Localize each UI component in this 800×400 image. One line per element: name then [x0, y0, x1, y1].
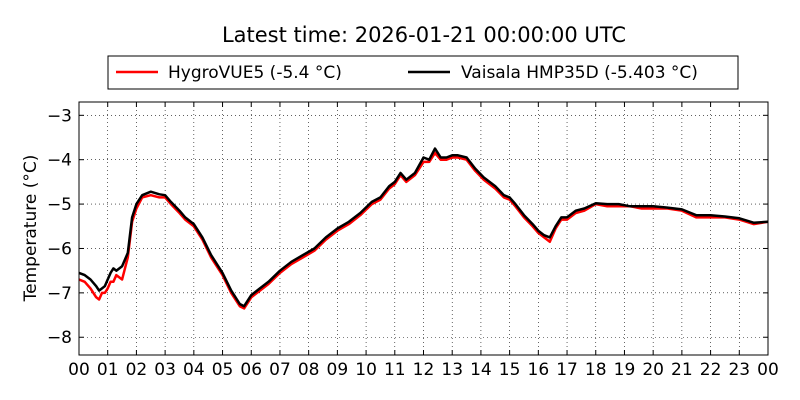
x-tick-label: 02 — [126, 360, 148, 380]
x-tick-label: 10 — [355, 360, 377, 380]
ticks: 00 01 02 03 04 05 06 07 08 09 10 11 12 13 14 15 16 17 18 19… — [47, 102, 779, 380]
chart-title: Latest time: 2026-01-21 00:00:00 UTC — [222, 23, 626, 47]
x-tick-label: 05 — [212, 360, 234, 380]
x-tick-label: 00 — [757, 360, 779, 380]
y-tick-label: −7 — [47, 284, 72, 304]
legend-label-hygrovue5: HygroVUE5 (-5.4 °C) — [168, 63, 342, 83]
x-tick-label: 21 — [671, 360, 693, 380]
x-tick-label: 00 — [68, 360, 90, 380]
x-tick-label: 16 — [528, 360, 550, 380]
y-tick-label: −5 — [47, 195, 72, 215]
x-tick-label: 07 — [269, 360, 291, 380]
y-tick-label: −3 — [47, 106, 72, 126]
series-layer — [78, 147, 769, 310]
x-tick-label: 19 — [614, 360, 636, 380]
y-tick-label: −6 — [47, 239, 72, 259]
x-tick-label: 23 — [728, 360, 750, 380]
legend: HygroVUE5 (-5.4 °C) Vaisala HMP35D (-5.4… — [107, 55, 739, 90]
x-tick-label: 09 — [327, 360, 349, 380]
x-tick-label: 01 — [97, 360, 119, 380]
x-tick-label: 17 — [556, 360, 578, 380]
y-tick-label: −4 — [47, 151, 72, 171]
x-tick-label: 11 — [384, 360, 406, 380]
x-tick-label: 18 — [585, 360, 607, 380]
x-tick-label: 22 — [700, 360, 722, 380]
x-tick-label: 08 — [298, 360, 320, 380]
x-tick-label: 04 — [183, 360, 205, 380]
series-line-vaisala — [78, 147, 769, 308]
x-tick-label: 03 — [154, 360, 176, 380]
x-tick-label: 20 — [642, 360, 664, 380]
series-line-hygrovue5 — [78, 151, 769, 310]
y-axis-label: Temperature (°C) — [21, 155, 41, 303]
x-tick-label: 13 — [441, 360, 463, 380]
x-tick-label: 12 — [413, 360, 435, 380]
x-tick-label: 14 — [470, 360, 492, 380]
legend-label-vaisala: Vaisala HMP35D (-5.403 °C) — [461, 63, 698, 83]
x-tick-label: 06 — [240, 360, 262, 380]
x-tick-label: 15 — [499, 360, 521, 380]
y-tick-label: −8 — [47, 328, 72, 348]
